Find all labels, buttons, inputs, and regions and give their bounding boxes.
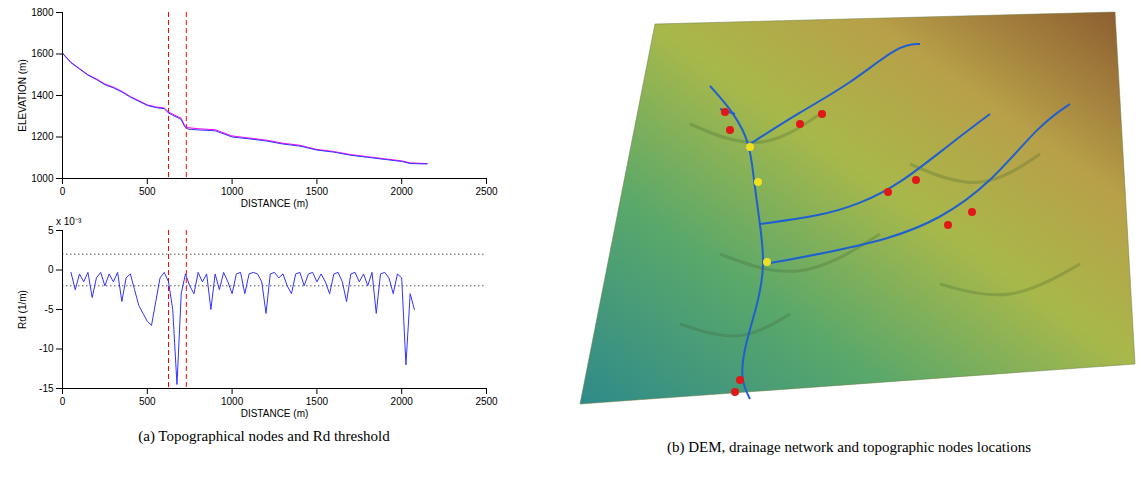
- svg-text:2000: 2000: [391, 396, 414, 407]
- html-text:(a) Topographical nodes and Rd: (a) Topographical nodes and Rd threshold: [138, 428, 390, 444]
- svg-text:2000: 2000: [391, 186, 414, 197]
- svg-text:1000: 1000: [31, 173, 54, 184]
- svg-text:1200: 1200: [31, 131, 54, 142]
- svg-text:-10: -10: [39, 343, 54, 354]
- svg-text:2500: 2500: [475, 396, 498, 407]
- svg-text:1400: 1400: [31, 90, 54, 101]
- svg-text:DISTANCE (m): DISTANCE (m): [241, 408, 309, 419]
- svg-text:ELEVATION (m): ELEVATION (m): [17, 59, 28, 131]
- html-text:x 10⁻³: x 10⁻³: [56, 216, 82, 227]
- svg-text:1000: 1000: [221, 186, 244, 197]
- svg-text:1500: 1500: [306, 186, 329, 197]
- svg-text:Rd (1/m): Rd (1/m): [17, 290, 28, 329]
- svg-text:1500: 1500: [306, 396, 329, 407]
- svg-text:500: 500: [139, 396, 156, 407]
- svg-text:0: 0: [60, 186, 66, 197]
- svg-text:5: 5: [48, 225, 54, 236]
- svg-text:0: 0: [48, 264, 54, 275]
- svg-text:1000: 1000: [221, 396, 244, 407]
- svg-text:DISTANCE (m): DISTANCE (m): [241, 198, 309, 209]
- svg-text:1800: 1800: [31, 7, 54, 18]
- svg-text:2500: 2500: [475, 186, 498, 197]
- svg-text:-15: -15: [39, 383, 54, 394]
- svg-text:0: 0: [60, 396, 66, 407]
- html-text:(b) DEM, drainage network and: (b) DEM, drainage network and topographi…: [667, 439, 1031, 455]
- svg-text:1600: 1600: [31, 48, 54, 59]
- svg-text:500: 500: [139, 186, 156, 197]
- svg-text:-5: -5: [45, 304, 54, 315]
